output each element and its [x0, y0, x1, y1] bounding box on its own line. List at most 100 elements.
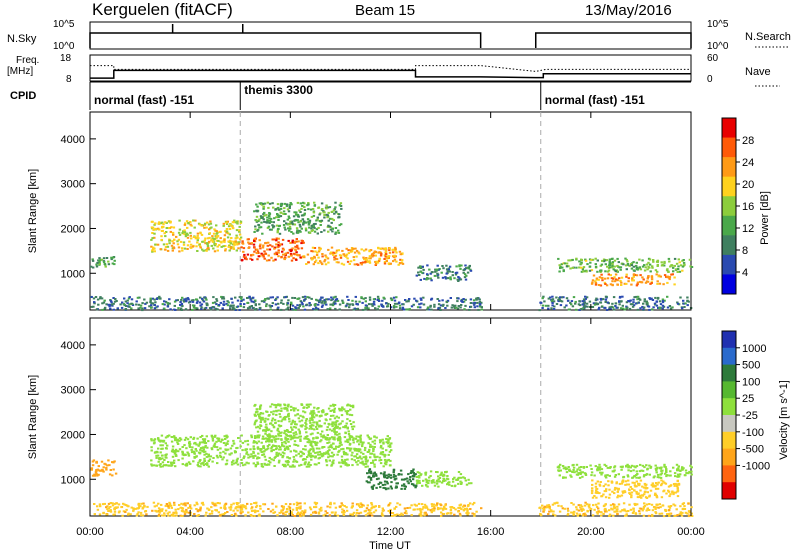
data-cell-1: [325, 452, 329, 455]
data-cell-1: [205, 455, 209, 458]
data-cell-2: [266, 418, 270, 421]
data-cell-7: [627, 277, 630, 280]
data-cell-2: [258, 427, 262, 430]
data-cell-1: [281, 456, 284, 459]
data-cell-2: [300, 419, 304, 422]
data-cell-4: [427, 479, 431, 482]
data-cell-1: [241, 449, 244, 452]
data-cell-1: [332, 442, 335, 445]
data-cell-2: [319, 414, 323, 417]
data-cell-5: [449, 277, 452, 280]
data-cell-8: [195, 301, 199, 304]
data-cell-9: [643, 298, 646, 301]
data-cell-7: [612, 277, 615, 280]
data-cell-2: [283, 418, 287, 421]
data-cell-2: [341, 420, 344, 423]
data-cell-7: [324, 513, 327, 516]
data-cell-6: [601, 259, 604, 262]
data-cell-1: [227, 225, 231, 228]
data-cell-5: [689, 464, 692, 467]
data-cell-3: [400, 473, 403, 476]
data-cell-7: [178, 504, 181, 506]
data-cell-1: [334, 447, 337, 450]
data-cell-3: [388, 247, 391, 250]
data-cell-6: [588, 258, 592, 261]
data-cell-8: [283, 296, 286, 299]
data-cell-1: [225, 223, 229, 225]
data-cell-1: [317, 462, 321, 465]
data-cell-1: [253, 448, 256, 450]
data-cell-1: [229, 246, 233, 248]
data-cell-2: [263, 257, 266, 260]
data-cell-3: [368, 469, 371, 472]
data-cell-2: [322, 436, 325, 439]
data-cell-7: [291, 514, 294, 516]
data-cell-8: [232, 304, 235, 307]
colorbar-swatch-3: [722, 176, 736, 197]
data-cell-4: [260, 202, 263, 205]
data-cell-8: [418, 303, 421, 306]
data-cell-2: [288, 417, 291, 420]
data-cell-1: [370, 462, 373, 464]
data-cell-2: [290, 259, 294, 262]
data-cell-7: [280, 505, 284, 508]
data-cell-7: [658, 282, 662, 285]
data-cell-6: [630, 267, 634, 270]
data-cell-2: [290, 253, 293, 256]
data-cell-6: [675, 483, 679, 486]
data-cell-9: [629, 299, 632, 302]
data-cell-1: [386, 435, 389, 438]
data-cell-7: [446, 512, 450, 515]
data-cell-8: [356, 307, 360, 310]
data-cell-7: [221, 513, 224, 516]
colorbar-tick-label-0: 4: [742, 267, 748, 279]
data-cell-1: [235, 459, 239, 462]
data-cell-3: [374, 250, 378, 253]
data-cell-1: [227, 245, 230, 248]
data-cell-6: [632, 261, 635, 264]
data-cell-1: [349, 449, 352, 452]
data-cell-1: [256, 447, 260, 450]
data-cell-5: [677, 465, 680, 468]
data-cell-6: [611, 262, 614, 265]
data-cell-2: [279, 424, 283, 427]
data-cell-9: [565, 304, 568, 307]
data-cell-2: [245, 258, 248, 261]
data-cell-2: [253, 414, 257, 417]
colorbar-swatch-0: [722, 331, 736, 349]
data-cell-9: [647, 305, 651, 308]
data-cell-7: [187, 507, 190, 509]
data-cell-1: [346, 458, 349, 461]
data-cell-6: [559, 265, 562, 268]
data-cell-6: [682, 261, 686, 264]
data-cell-0: [98, 262, 101, 265]
data-cell-2: [296, 409, 300, 412]
data-cell-8: [446, 304, 449, 307]
data-cell-5: [639, 463, 642, 466]
data-cell-4: [263, 211, 266, 214]
data-cell-2: [325, 412, 329, 415]
data-cell-7: [391, 512, 395, 514]
data-cell-1: [164, 246, 168, 248]
data-cell-0: [92, 459, 96, 462]
data-cell-5: [641, 469, 645, 472]
data-cell-8: [177, 307, 180, 310]
data-cell-2: [287, 255, 290, 258]
data-cell-1: [208, 236, 211, 239]
data-cell-1: [178, 448, 182, 451]
data-cell-2: [277, 244, 280, 246]
data-cell-1: [216, 456, 219, 459]
data-cell-1: [196, 437, 199, 440]
data-cell-5: [600, 473, 603, 476]
data-cell-7: [650, 282, 653, 284]
data-cell-7: [326, 512, 329, 514]
data-cell-4: [287, 223, 290, 226]
data-cell-1: [379, 452, 382, 455]
data-cell-4: [302, 201, 305, 204]
data-cell-9: [612, 308, 616, 311]
data-cell-7: [214, 509, 217, 511]
data-cell-9: [632, 298, 635, 301]
data-cell-5: [675, 463, 679, 466]
data-cell-1: [263, 437, 266, 440]
data-cell-8: [441, 299, 444, 302]
